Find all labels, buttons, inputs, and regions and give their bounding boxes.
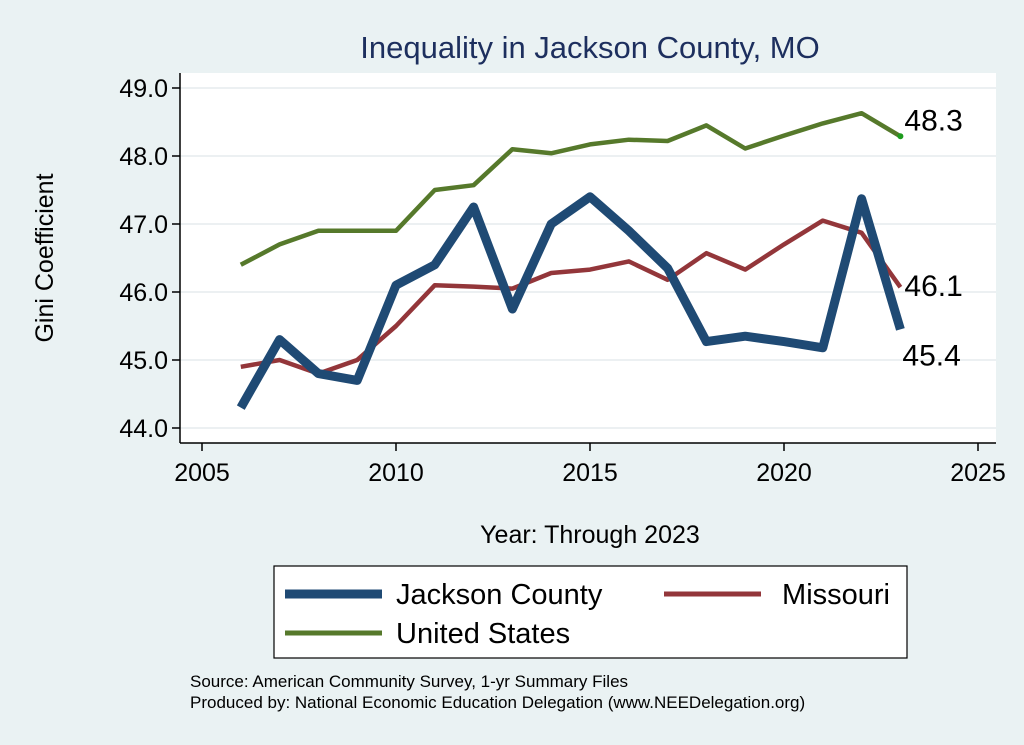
y-tick-label: 44.0 — [119, 415, 168, 443]
gridlines — [180, 87, 996, 429]
y-axis-title: Gini Coefficient — [31, 173, 59, 342]
x-tick-label: 2020 — [756, 459, 812, 487]
series-line-jackson-county — [236, 192, 905, 410]
y-tick-label: 49.0 — [119, 75, 168, 103]
end-marker-united-states — [897, 133, 904, 140]
legend: Jackson County Missouri United States — [273, 565, 908, 659]
axes: 44.0 45.0 46.0 47.0 48.0 49.0 2005 2010 2015 2020… — [119, 73, 1006, 487]
end-label-jackson-county: 45.4 — [902, 339, 960, 372]
end-labels: 48.3 46.1 45.4 — [902, 104, 962, 372]
source-note: Source: American Community Survey, 1-yr … — [190, 672, 628, 691]
end-label-united-states: 48.3 — [904, 104, 962, 137]
legend-label-missouri: Missouri — [782, 579, 890, 611]
y-tick-label: 45.0 — [119, 347, 168, 375]
producer-note: Produced by: National Economic Education… — [190, 693, 805, 712]
x-tick-label: 2015 — [562, 459, 618, 487]
x-tick-label: 2025 — [950, 459, 1006, 487]
y-tick-label: 47.0 — [119, 211, 168, 239]
chart-title: Inequality in Jackson County, MO — [360, 30, 819, 65]
x-tick-label: 2005 — [174, 459, 230, 487]
plot-area — [180, 73, 996, 443]
x-axis-title: Year: Through 2023 — [480, 521, 700, 549]
y-tick-label: 46.0 — [119, 279, 168, 307]
series-lines — [236, 110, 905, 410]
x-tick-label: 2010 — [368, 459, 424, 487]
legend-box — [273, 565, 908, 659]
legend-label-jackson-county: Jackson County — [396, 579, 603, 611]
end-label-missouri: 46.1 — [904, 270, 962, 303]
legend-label-united-states: United States — [396, 618, 570, 650]
series-line-united-states — [239, 110, 902, 267]
series-line-missouri — [240, 218, 903, 376]
y-tick-label: 48.0 — [119, 143, 168, 171]
